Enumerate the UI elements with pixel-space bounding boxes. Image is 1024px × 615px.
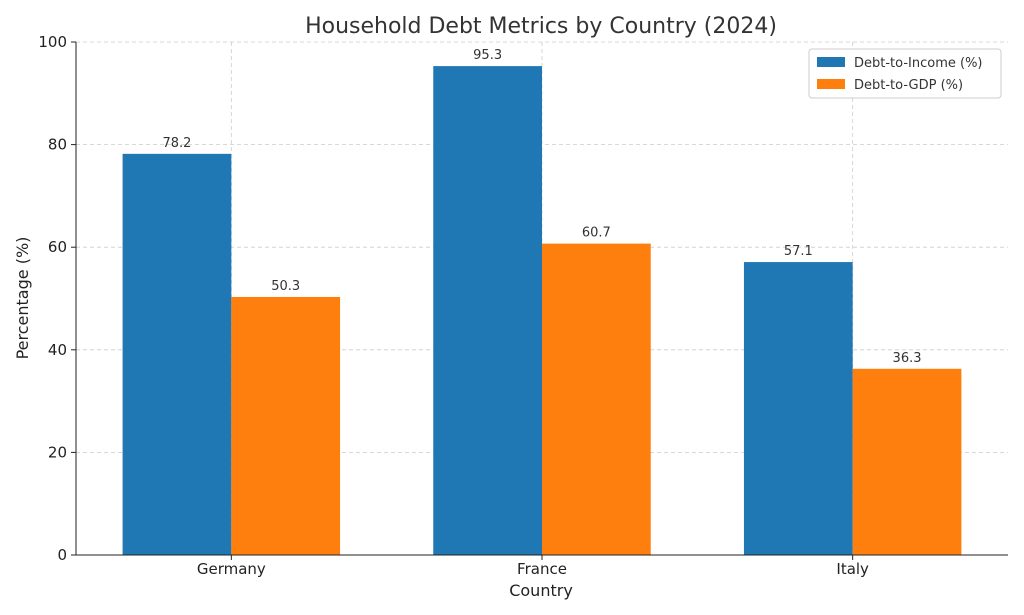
y-tick-label: 40 [48,341,67,359]
y-tick-label: 0 [57,546,67,564]
y-tick-label: 60 [48,238,67,256]
y-tick-label: 80 [48,136,67,154]
data-label: 57.1 [784,244,813,259]
y-axis-ticks: 0 20 40 60 80 100 [38,33,76,564]
bar-Debt-to-GDP (%) [542,243,651,555]
data-label: 95.3 [473,48,502,63]
legend-box [808,48,1002,99]
legend-label: Debt-to-GDP (%) [854,78,963,93]
data-label: 60.7 [582,226,611,241]
bars [122,66,962,556]
x-tick-label: France [517,560,567,578]
data-label: 36.3 [893,351,922,366]
legend-swatch [817,57,845,67]
x-tick-label: Germany [197,560,266,578]
legend-label: Debt-to-Income (%) [854,56,983,71]
x-axis-ticks: Germany France Italy [197,555,869,578]
data-labels: 78.2 50.3 95.3 60.7 57.1 36.3 [162,48,921,366]
bar-Debt-to-Income (%) [122,153,232,556]
bar-Debt-to-Income (%) [433,66,542,556]
bar-Debt-to-GDP (%) [231,296,341,555]
data-label: 78.2 [162,136,191,151]
y-tick-label: 100 [38,33,67,51]
legend: Debt-to-Income (%) Debt-to-GDP (%) [808,48,1002,99]
y-tick-label: 20 [48,443,67,461]
legend-swatch [817,79,845,89]
x-axis-label: Country [509,581,573,600]
y-axis-label: Percentage (%) [13,237,32,360]
x-tick-label: Italy [836,560,869,578]
bar-Debt-to-Income (%) [743,262,853,555]
data-label: 50.3 [271,279,300,294]
bar-Debt-to-GDP (%) [852,368,962,555]
chart-title: Household Debt Metrics by Country (2024) [305,14,777,39]
